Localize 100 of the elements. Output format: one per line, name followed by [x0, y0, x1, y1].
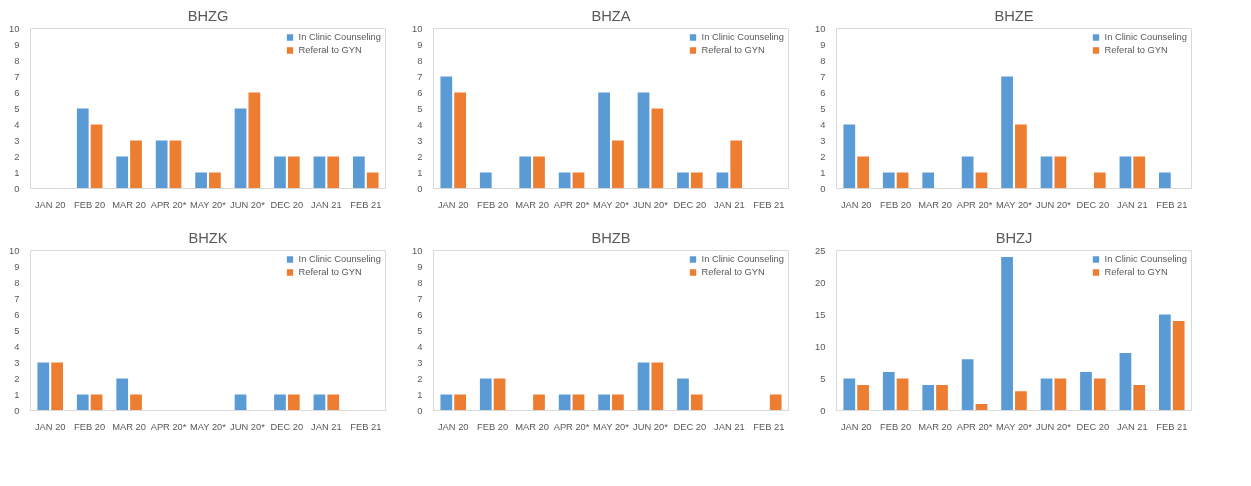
y-tick-label: 10	[9, 23, 20, 34]
bar	[533, 156, 545, 189]
y-tick-label: 1	[14, 167, 20, 178]
x-tick-label: JAN 21	[714, 199, 745, 210]
bar	[327, 156, 340, 189]
bar	[961, 156, 974, 189]
y-tick-label: 8	[417, 277, 423, 288]
legend-label: Referal to GYN	[298, 45, 362, 55]
bar	[327, 394, 340, 411]
x-tick-label: MAY 20*	[189, 421, 227, 432]
bar	[677, 378, 689, 411]
y-tick-label: 15	[815, 309, 826, 320]
bar	[882, 172, 895, 189]
x-tick-label: FEB 20	[74, 421, 106, 432]
x-tick-label: JUN 20*	[230, 199, 266, 210]
legend-label: In Clinic Counseling	[1104, 254, 1187, 264]
bar	[637, 92, 650, 189]
bar	[130, 394, 142, 411]
y-tick-label: 1	[417, 389, 423, 400]
bar	[857, 156, 869, 189]
bar	[1093, 172, 1106, 189]
x-tick-label: MAY 20*	[592, 199, 630, 210]
x-tick-label: DEC 20	[673, 199, 707, 210]
x-tick-label: APR 20*	[150, 199, 187, 210]
y-tick-label: 2	[417, 151, 423, 162]
bar	[313, 156, 326, 189]
chart-title: BHZJ	[995, 229, 1033, 246]
x-tick-label: FEB 21	[1156, 421, 1188, 432]
x-tick-label: DEC 20	[270, 199, 304, 210]
legend-label: Referal to GYN	[1104, 267, 1168, 277]
legend-label: In Clinic Counseling	[701, 254, 784, 264]
x-tick-label: DEC 20	[673, 421, 707, 432]
y-tick-label: 1	[417, 167, 423, 178]
bar	[690, 394, 703, 411]
bar	[922, 384, 935, 411]
y-tick-label: 6	[417, 309, 423, 320]
bar	[882, 372, 895, 411]
x-tick-label: JAN 21	[311, 421, 342, 432]
bar	[1015, 391, 1027, 411]
x-tick-label: FEB 21	[753, 421, 785, 432]
bar	[1080, 372, 1092, 411]
bar	[519, 156, 532, 189]
x-tick-label: JUN 20*	[230, 421, 266, 432]
legend-label: In Clinic Counseling	[298, 254, 381, 264]
legend-label: Referal to GYN	[701, 267, 765, 277]
bar	[843, 378, 856, 411]
chart-title: BHZK	[188, 229, 228, 246]
bar	[155, 140, 168, 189]
y-tick-label: 5	[820, 373, 826, 384]
x-tick-label: FEB 20	[880, 421, 912, 432]
legend-label: Referal to GYN	[298, 267, 362, 277]
y-tick-label: 0	[417, 183, 423, 194]
x-tick-label: MAR 20	[918, 199, 952, 210]
y-tick-label: 0	[820, 183, 826, 194]
chart-title: BHZG	[187, 7, 229, 24]
bar	[1015, 124, 1027, 189]
y-tick-label: 4	[820, 119, 826, 130]
y-tick-label: 6	[14, 87, 20, 98]
bar	[454, 92, 466, 189]
legend-label: Referal to GYN	[1104, 45, 1168, 55]
bar	[769, 394, 782, 411]
x-tick-label: JAN 20	[840, 199, 872, 210]
bar	[651, 108, 664, 189]
y-tick-label: 5	[417, 103, 423, 114]
y-tick-label: 5	[14, 325, 20, 336]
y-tick-label: 2	[417, 373, 423, 384]
y-tick-label: 10	[815, 23, 826, 34]
bar	[1054, 156, 1067, 189]
x-tick-label: MAR 20	[515, 199, 549, 210]
bar	[1172, 320, 1185, 411]
y-tick-label: 7	[820, 71, 826, 82]
bar	[51, 362, 63, 411]
bar	[1093, 378, 1106, 411]
bar	[209, 172, 221, 189]
x-tick-label: MAR 20	[918, 421, 952, 432]
y-tick-label: 8	[14, 277, 20, 288]
x-tick-label: JUN 20*	[1036, 421, 1072, 432]
y-tick-label: 3	[820, 135, 826, 146]
x-tick-label: JAN 20	[34, 421, 66, 432]
bar	[1040, 156, 1053, 189]
x-tick-label: APR 20*	[150, 421, 187, 432]
x-tick-label: APR 20*	[553, 199, 590, 210]
bar	[1159, 172, 1171, 189]
y-tick-label: 0	[14, 183, 20, 194]
bar	[353, 156, 365, 189]
x-tick-label: DEC 20	[1076, 421, 1110, 432]
y-tick-label: 5	[14, 103, 20, 114]
x-tick-label: APR 20*	[956, 421, 993, 432]
x-tick-label: JAN 20	[840, 421, 872, 432]
bar	[857, 384, 869, 411]
bar	[1119, 156, 1132, 189]
y-tick-label: 10	[412, 23, 423, 34]
y-tick-label: 1	[820, 167, 826, 178]
bar	[234, 108, 247, 189]
x-tick-label: FEB 20	[880, 199, 912, 210]
y-tick-label: 2	[820, 151, 826, 162]
bar	[1119, 352, 1132, 411]
bar	[287, 394, 300, 411]
bar	[248, 92, 261, 189]
bar	[1159, 314, 1171, 411]
